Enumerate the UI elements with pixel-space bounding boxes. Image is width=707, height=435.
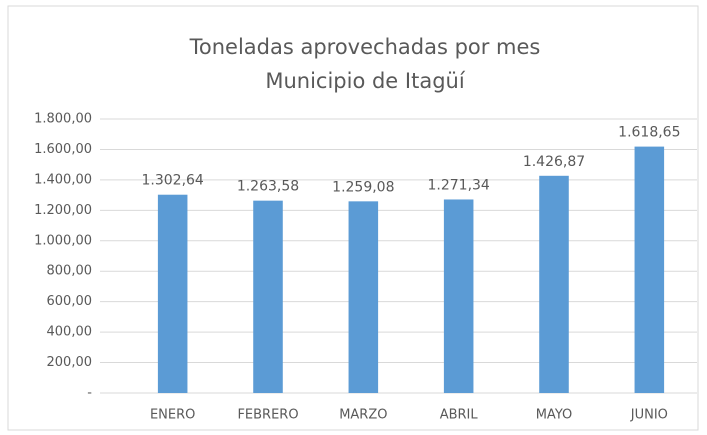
bar <box>157 194 188 393</box>
data-label: 1.259,08 <box>332 179 394 195</box>
data-label: 1.263,58 <box>237 179 299 195</box>
y-tick-label: 400,00 <box>47 325 93 340</box>
bar <box>443 199 474 393</box>
y-tick-label: - <box>87 386 92 401</box>
data-label: 1.426,87 <box>523 154 585 170</box>
x-tick-label: ENERO <box>150 408 195 423</box>
x-tick-label: FEBRERO <box>237 408 298 423</box>
bar <box>348 201 379 393</box>
y-tick-label: 600,00 <box>47 294 93 309</box>
x-tick-label: MARZO <box>339 408 387 423</box>
x-tick-label: MAYO <box>536 408 573 423</box>
y-tick-label: 800,00 <box>47 264 93 279</box>
chart-title: Toneladas aprovechadas por mes <box>189 35 541 59</box>
data-label: 1.271,34 <box>427 177 489 193</box>
y-tick-label: 200,00 <box>47 355 93 370</box>
data-label: 1.618,65 <box>618 125 680 141</box>
x-tick-label: ABRIL <box>440 408 479 423</box>
x-tick-label: JUNIO <box>630 408 668 423</box>
chart-subtitle: Municipio de Itagüí <box>265 69 466 93</box>
y-tick-label: 1.200,00 <box>34 203 92 218</box>
y-tick-label: 1.000,00 <box>34 233 92 248</box>
y-tick-label: 1.800,00 <box>34 112 92 127</box>
y-tick-label: 1.600,00 <box>34 142 92 157</box>
bar <box>634 146 665 393</box>
bar <box>539 175 569 393</box>
bar <box>253 200 283 393</box>
data-label: 1.302,64 <box>141 173 203 189</box>
y-tick-label: 1.400,00 <box>34 172 92 187</box>
